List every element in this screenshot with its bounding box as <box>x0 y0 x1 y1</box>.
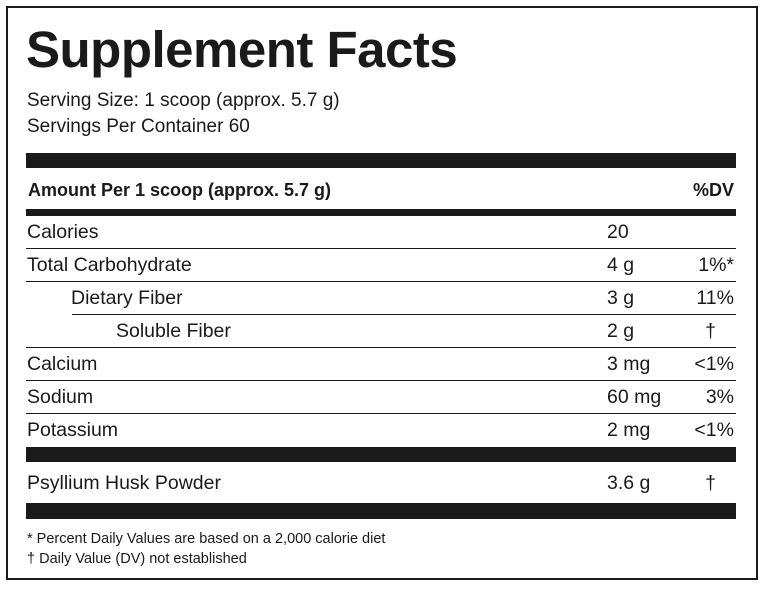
nutrient-name: Soluble Fiber <box>116 320 231 342</box>
thick-divider <box>26 153 736 168</box>
nutrient-dv: <1% <box>694 419 734 441</box>
nutrient-name: Total Carbohydrate <box>27 254 192 276</box>
ingredient-row: Psyllium Husk Powder 3.6 g † <box>26 467 736 500</box>
nutrient-amount: 20 <box>607 221 629 243</box>
nutrient-dv: 11% <box>696 287 734 309</box>
row-divider <box>26 412 736 414</box>
row-divider <box>26 247 736 249</box>
row-divider <box>26 379 736 381</box>
nutrient-name: Calcium <box>27 353 98 375</box>
nutrient-name: Potassium <box>27 419 119 441</box>
nutrient-row: Dietary Fiber 3 g 11% <box>26 282 736 315</box>
nutrient-amount: 2 mg <box>607 419 651 441</box>
thick-divider <box>26 503 736 519</box>
amount-per-label: Amount Per 1 scoop (approx. 5.7 g) <box>28 180 332 200</box>
footnote-dv: * Percent Daily Values are based on a 2,… <box>27 531 386 547</box>
nutrient-amount: 60 mg <box>607 386 662 408</box>
nutrient-dv: 1%* <box>698 254 734 276</box>
nutrient-row: Potassium 2 mg <1% <box>26 414 736 447</box>
nutrient-row: Sodium 60 mg 3% <box>26 381 736 414</box>
nutrient-row: Total Carbohydrate 4 g 1%* <box>26 249 736 282</box>
ingredient-name: Psyllium Husk Powder <box>27 472 221 494</box>
nutrient-amount: 3 g <box>607 287 635 309</box>
ingredient-amount: 3.6 g <box>607 472 651 494</box>
nutrient-dv: 3% <box>705 386 734 408</box>
nutrient-amount: 3 mg <box>607 353 651 375</box>
nutrient-name: Dietary Fiber <box>71 287 183 309</box>
row-divider <box>26 280 736 282</box>
nutrient-name: Sodium <box>27 386 94 408</box>
thick-divider <box>26 447 736 462</box>
panel-title: Supplement Facts <box>26 21 458 78</box>
nutrient-row: Calcium 3 mg <1% <box>26 348 736 381</box>
nutrient-row: Soluble Fiber 2 g † <box>26 315 736 348</box>
ingredient-dv: † <box>705 472 716 494</box>
nutrient-dv: † <box>705 320 716 342</box>
nutrient-row: Calories 20 <box>26 216 736 249</box>
supplement-facts-panel: Supplement Facts Serving Size: 1 scoop (… <box>6 6 758 580</box>
row-divider <box>26 346 736 348</box>
footnote-not-established: † Daily Value (DV) not established <box>27 551 247 567</box>
dv-label: %DV <box>692 180 734 200</box>
nutrient-dv: <1% <box>694 353 734 375</box>
row-divider <box>72 313 736 315</box>
nutrient-name: Calories <box>27 221 99 243</box>
amount-header: Amount Per 1 scoop (approx. 5.7 g) %DV <box>26 172 736 208</box>
medium-divider <box>26 209 736 216</box>
nutrient-amount: 2 g <box>607 320 635 342</box>
nutrient-amount: 4 g <box>607 254 635 276</box>
serving-size: Serving Size: 1 scoop (approx. 5.7 g) <box>27 90 340 111</box>
servings-per-container: Servings Per Container 60 <box>27 116 250 137</box>
